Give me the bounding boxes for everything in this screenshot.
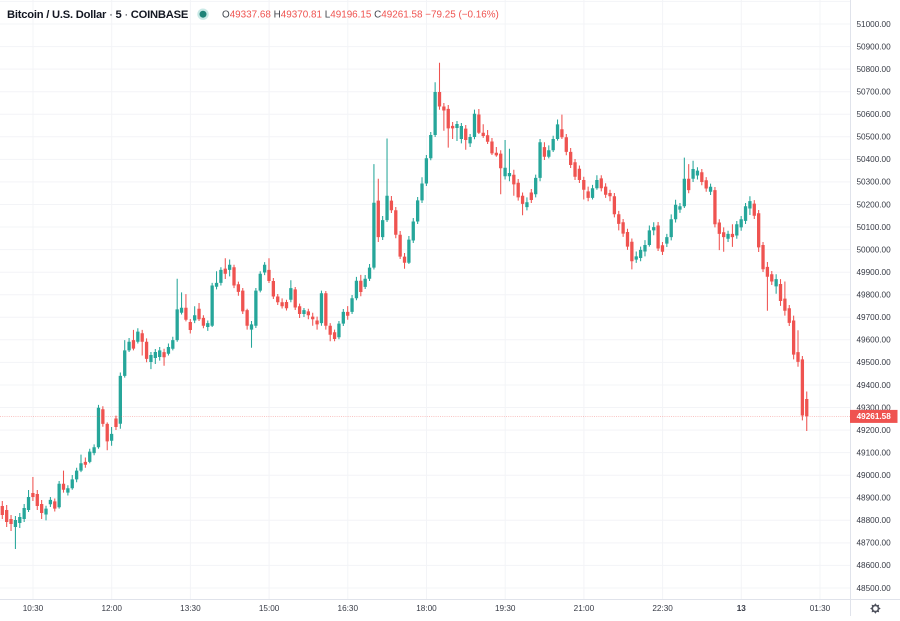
svg-text:01:30: 01:30: [810, 604, 831, 613]
svg-text:50400.00: 50400.00: [857, 155, 892, 164]
svg-text:50700.00: 50700.00: [857, 88, 892, 97]
svg-text:49000.00: 49000.00: [857, 471, 892, 480]
svg-text:13: 13: [737, 604, 747, 613]
svg-text:19:30: 19:30: [495, 604, 516, 613]
svg-text:O49337.68 H49370.81 L49196.15: O49337.68 H49370.81 L49196.15 C49261.58 …: [222, 9, 499, 20]
svg-text:49300.00: 49300.00: [857, 403, 892, 412]
svg-text:49200.00: 49200.00: [857, 426, 892, 435]
svg-text:21:00: 21:00: [574, 604, 595, 613]
svg-text:49600.00: 49600.00: [857, 336, 892, 345]
svg-text:Bitcoin / U.S. Dollar · 5 · CO: Bitcoin / U.S. Dollar · 5 · COINBASE: [7, 9, 189, 21]
svg-text:50600.00: 50600.00: [857, 110, 892, 119]
svg-text:49500.00: 49500.00: [857, 358, 892, 367]
svg-text:50000.00: 50000.00: [857, 245, 892, 254]
svg-text:13:30: 13:30: [180, 604, 201, 613]
svg-text:50200.00: 50200.00: [857, 200, 892, 209]
svg-text:50500.00: 50500.00: [857, 133, 892, 142]
svg-text:48700.00: 48700.00: [857, 539, 892, 548]
svg-text:51000.00: 51000.00: [857, 20, 892, 29]
svg-text:48800.00: 48800.00: [857, 516, 892, 525]
svg-text:48600.00: 48600.00: [857, 561, 892, 570]
svg-text:18:00: 18:00: [416, 604, 437, 613]
svg-text:48900.00: 48900.00: [857, 494, 892, 503]
svg-text:49700.00: 49700.00: [857, 313, 892, 322]
svg-text:10:30: 10:30: [23, 604, 44, 613]
svg-text:49261.58: 49261.58: [857, 412, 892, 421]
svg-text:16:30: 16:30: [338, 604, 359, 613]
svg-text:50800.00: 50800.00: [857, 65, 892, 74]
svg-text:15:00: 15:00: [259, 604, 280, 613]
svg-text:22:30: 22:30: [652, 604, 673, 613]
svg-text:49900.00: 49900.00: [857, 268, 892, 277]
svg-text:50100.00: 50100.00: [857, 223, 892, 232]
svg-text:12:00: 12:00: [101, 604, 122, 613]
svg-text:48500.00: 48500.00: [857, 584, 892, 593]
svg-text:49100.00: 49100.00: [857, 448, 892, 457]
svg-text:50900.00: 50900.00: [857, 42, 892, 51]
svg-text:50300.00: 50300.00: [857, 178, 892, 187]
svg-text:49400.00: 49400.00: [857, 381, 892, 390]
svg-text:49800.00: 49800.00: [857, 291, 892, 300]
